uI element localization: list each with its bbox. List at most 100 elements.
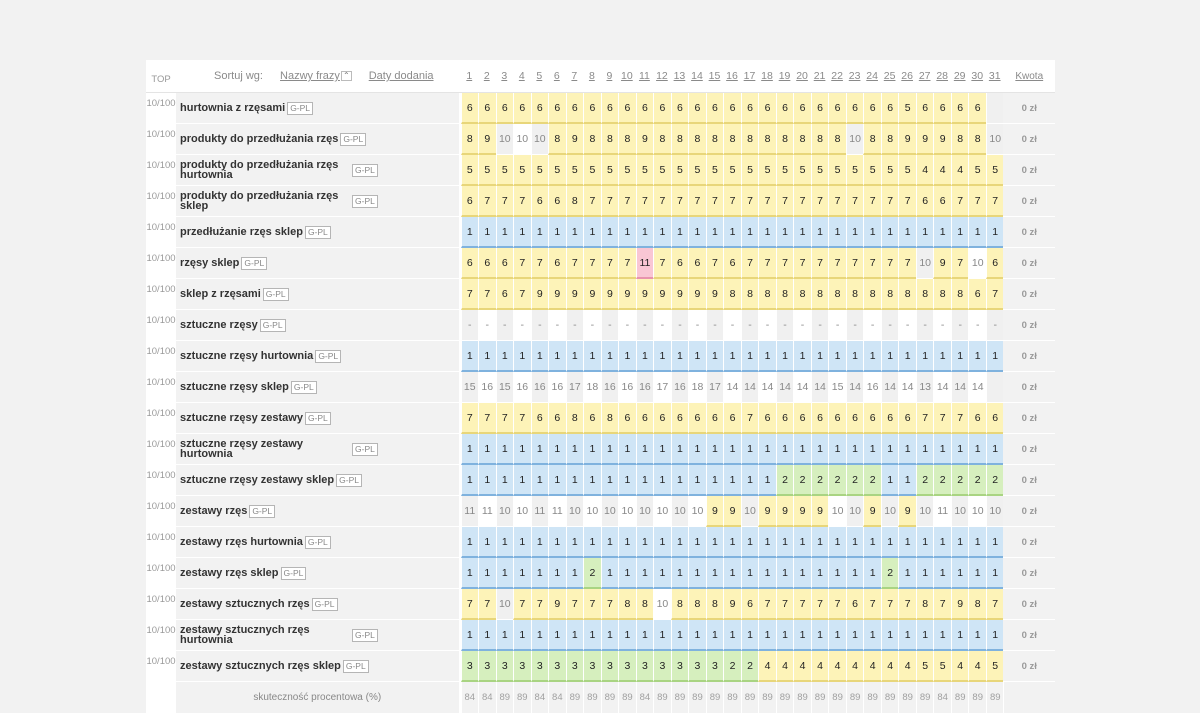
rank-cell: 3 bbox=[618, 651, 636, 682]
rank-cell: 10 bbox=[495, 496, 514, 527]
day-header-link[interactable]: 12 bbox=[656, 70, 668, 82]
rank-cell: 8 bbox=[653, 124, 671, 155]
rank-cell: 1 bbox=[933, 558, 951, 589]
rank-cell: 8 bbox=[775, 279, 794, 310]
g-pl-tag[interactable]: G-PL bbox=[340, 132, 367, 146]
rank-cell: 2 bbox=[723, 651, 741, 682]
day-header-link[interactable]: 6 bbox=[553, 70, 560, 82]
day-header-link[interactable]: 4 bbox=[518, 70, 525, 82]
rank-cell: 14 bbox=[898, 372, 916, 403]
g-pl-tag[interactable]: G-PL bbox=[280, 566, 307, 580]
day-header-link[interactable]: 23 bbox=[848, 70, 861, 82]
rank-cell: 6 bbox=[618, 403, 636, 434]
g-pl-tag[interactable]: G-PL bbox=[249, 504, 276, 518]
rank-cell: 1 bbox=[775, 558, 794, 589]
rank-cell: 1 bbox=[863, 620, 881, 651]
rank-cell: 1 bbox=[495, 465, 514, 496]
rank-cell: 1 bbox=[600, 217, 619, 248]
kwota-header-link[interactable]: Kwota bbox=[1015, 71, 1044, 82]
rank-cell bbox=[985, 372, 1004, 403]
g-pl-tag[interactable]: G-PL bbox=[290, 380, 317, 394]
rank-cell: 1 bbox=[495, 341, 514, 372]
g-pl-tag[interactable]: G-PL bbox=[241, 256, 268, 270]
day-header-cell: 5 bbox=[530, 60, 549, 93]
rank-cell: 15 bbox=[495, 372, 514, 403]
footer-percent-cell: 89 bbox=[513, 682, 531, 713]
day-header-link[interactable]: 26 bbox=[901, 70, 913, 82]
rank-cell: 1 bbox=[950, 558, 969, 589]
footer-spacer bbox=[146, 682, 177, 713]
rank-cell: 8 bbox=[933, 279, 951, 310]
day-header-link[interactable]: 5 bbox=[536, 70, 543, 82]
sort-by-phrase-link[interactable]: Nazwy frazy bbox=[280, 70, 340, 82]
rank-cell: - bbox=[758, 310, 776, 341]
day-header-link[interactable]: 19 bbox=[778, 70, 791, 82]
g-pl-tag[interactable]: G-PL bbox=[352, 442, 378, 456]
phrase-wrap: hurtownia z rzęsami G-PL bbox=[180, 101, 458, 115]
rank-cell: 6 bbox=[635, 93, 654, 124]
day-header-link[interactable]: 17 bbox=[743, 70, 756, 82]
day-header-link[interactable]: 20 bbox=[796, 70, 808, 82]
day-header-link[interactable]: 3 bbox=[501, 70, 508, 82]
day-header-link[interactable]: 28 bbox=[936, 70, 949, 82]
rank-cell: 7 bbox=[968, 186, 986, 217]
g-pl-tag[interactable]: G-PL bbox=[311, 597, 338, 611]
g-pl-tag[interactable]: G-PL bbox=[352, 628, 378, 642]
day-header-link[interactable]: 9 bbox=[606, 70, 613, 82]
rank-cell: 6 bbox=[828, 403, 846, 434]
sort-ascending-icon[interactable]: ⌃ bbox=[340, 71, 352, 82]
day-header-link[interactable]: 31 bbox=[988, 70, 1001, 82]
day-header-link[interactable]: 7 bbox=[571, 70, 578, 82]
g-pl-tag[interactable]: G-PL bbox=[287, 101, 314, 115]
day-header-link[interactable]: 11 bbox=[638, 70, 650, 82]
day-header-link[interactable]: 18 bbox=[761, 70, 773, 82]
rank-cell: 7 bbox=[933, 589, 951, 620]
phrase-text: produkty do przedłużania rzęs sklep bbox=[180, 190, 339, 212]
day-header-link[interactable]: 14 bbox=[691, 70, 703, 82]
day-header-link[interactable]: 25 bbox=[883, 70, 896, 82]
rank-cell: 1 bbox=[478, 465, 496, 496]
rank-cell: 1 bbox=[845, 620, 864, 651]
g-pl-tag[interactable]: G-PL bbox=[336, 473, 362, 487]
rank-cell: 10 bbox=[530, 124, 549, 155]
day-header-link[interactable]: 27 bbox=[918, 70, 931, 82]
day-header-link[interactable]: 13 bbox=[673, 70, 686, 82]
rank-cell: 1 bbox=[635, 558, 654, 589]
g-pl-tag[interactable]: G-PL bbox=[259, 318, 286, 332]
table-row: 10/100 zestawy sztucznych rzęs G-PL 7 7 10 7 7 9… bbox=[146, 589, 1055, 620]
rank-cell: 1 bbox=[635, 527, 654, 558]
day-header-cell: 6 bbox=[548, 60, 566, 93]
day-header-link[interactable]: 30 bbox=[971, 70, 984, 82]
day-header-link[interactable]: 22 bbox=[831, 70, 843, 82]
rank-cell: 6 bbox=[723, 93, 741, 124]
rank-cell: 7 bbox=[478, 403, 496, 434]
day-header-link[interactable]: 1 bbox=[466, 70, 473, 82]
g-pl-tag[interactable]: G-PL bbox=[262, 287, 289, 301]
g-pl-tag[interactable]: G-PL bbox=[352, 194, 378, 208]
day-header-link[interactable]: 2 bbox=[483, 70, 490, 82]
g-pl-tag[interactable]: G-PL bbox=[315, 349, 342, 363]
g-pl-tag[interactable]: G-PL bbox=[304, 535, 331, 549]
rank-cell: 11 bbox=[933, 496, 951, 527]
phrase-text: sztuczne rzęsy bbox=[180, 319, 258, 331]
day-header-link[interactable]: 16 bbox=[726, 70, 738, 82]
g-pl-tag[interactable]: G-PL bbox=[352, 163, 378, 177]
footer-percent-cell: 89 bbox=[740, 682, 759, 713]
day-header-link[interactable]: 10 bbox=[621, 70, 633, 82]
day-header-cell: 17 bbox=[740, 60, 759, 93]
day-header-link[interactable]: 29 bbox=[953, 70, 966, 82]
g-pl-tag[interactable]: G-PL bbox=[304, 225, 331, 239]
g-pl-tag[interactable]: G-PL bbox=[342, 659, 369, 673]
g-pl-tag[interactable]: G-PL bbox=[304, 411, 331, 425]
footer-percent-cell: 89 bbox=[985, 682, 1004, 713]
rank-cell: - bbox=[880, 310, 899, 341]
rank-cell: 1 bbox=[530, 217, 549, 248]
day-header-link[interactable]: 8 bbox=[588, 70, 595, 82]
day-header-link[interactable]: 15 bbox=[708, 70, 721, 82]
rank-cell bbox=[985, 93, 1004, 124]
sort-by-date-link[interactable]: Daty dodania bbox=[368, 70, 434, 82]
day-header-cell: 18 bbox=[758, 60, 776, 93]
sort-label: Sortuj wg: bbox=[214, 70, 263, 82]
day-header-link[interactable]: 24 bbox=[866, 70, 878, 82]
day-header-link[interactable]: 21 bbox=[813, 70, 826, 82]
